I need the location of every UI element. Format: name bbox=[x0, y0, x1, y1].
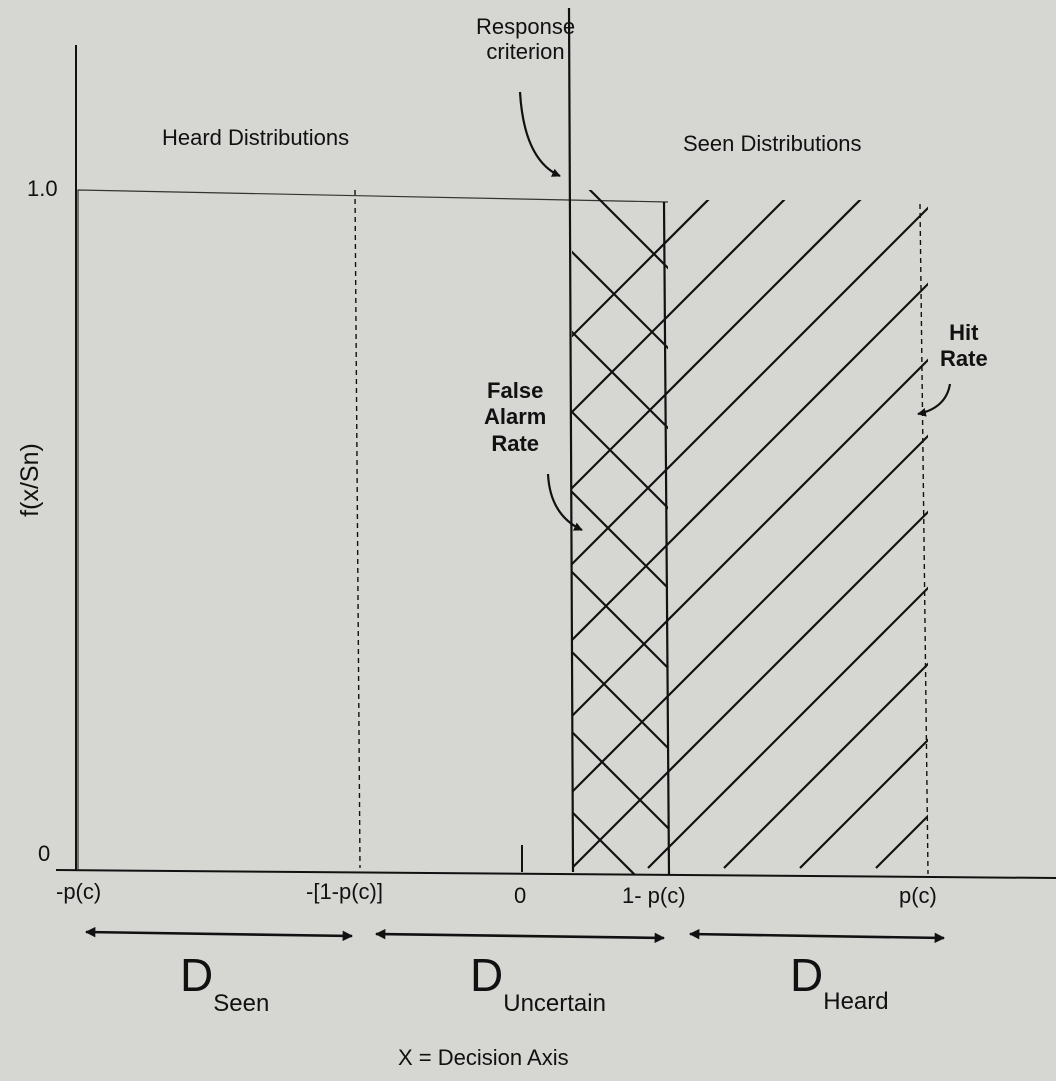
d-heard-main: D bbox=[790, 949, 824, 1001]
d-seen-sub: Seen bbox=[213, 990, 270, 1017]
heard-range-arrow bbox=[688, 928, 946, 944]
uncertain-range-arrow bbox=[374, 928, 666, 944]
response-criterion-line bbox=[567, 7, 575, 873]
d-heard-label: DHeard bbox=[790, 949, 889, 1015]
d-seen-main: D bbox=[180, 949, 214, 1001]
false-alarm-pointer-arrow bbox=[546, 473, 583, 531]
dashed-line-neg-one-minus-pc bbox=[354, 189, 361, 869]
y-axis-label: f(x/Sn) bbox=[16, 443, 44, 517]
false-alarm-line3: Rate bbox=[491, 430, 540, 456]
x-tick-one-minus-pc: 1- p(c) bbox=[622, 883, 686, 908]
criterion-pointer-arrow bbox=[518, 91, 561, 178]
x-tick-neg-pc: -p(c) bbox=[56, 879, 102, 904]
hit-rate-hatching bbox=[572, 200, 928, 869]
response-criterion-line2: criterion bbox=[486, 39, 565, 65]
hit-rate-pointer-arrow bbox=[917, 383, 952, 417]
false-alarm-line2: Alarm bbox=[484, 404, 547, 430]
x-tick-zero: 0 bbox=[514, 883, 527, 908]
d-seen-label: DSeen bbox=[180, 949, 269, 1017]
seen-range-arrow bbox=[84, 926, 354, 942]
hit-rate-line1: Hit bbox=[949, 320, 979, 345]
y-tick-top: 1.0 bbox=[27, 176, 58, 201]
seen-distributions-label: Seen Distributions bbox=[683, 131, 862, 156]
false-alarm-rate-label: False Alarm Rate bbox=[484, 378, 546, 457]
heard-distributions-label: Heard Distributions bbox=[162, 125, 350, 150]
y-tick-bottom: 0 bbox=[38, 841, 51, 866]
x-axis-title: X = Decision Axis bbox=[398, 1045, 569, 1070]
one-minus-pc-boundary bbox=[662, 201, 671, 875]
heard-distribution-outline bbox=[77, 189, 669, 870]
dashed-line-pc bbox=[919, 203, 929, 875]
d-uncertain-main: D bbox=[470, 949, 504, 1001]
x-tick-neg-one-minus-pc: -[1-p(c)] bbox=[306, 879, 383, 904]
x-tick-pc: p(c) bbox=[899, 883, 937, 908]
d-heard-sub: Heard bbox=[823, 988, 889, 1015]
false-alarm-line1: False bbox=[487, 378, 544, 403]
hit-rate-label: Hit Rate bbox=[940, 320, 988, 373]
d-uncertain-sub: Uncertain bbox=[503, 990, 606, 1017]
response-criterion-line1: Response bbox=[476, 14, 576, 39]
hit-rate-line2: Rate bbox=[940, 346, 988, 372]
d-uncertain-label: DUncertain bbox=[470, 949, 606, 1017]
x-axis-line bbox=[55, 869, 1056, 879]
false-alarm-crosshatch bbox=[572, 190, 668, 874]
response-criterion-label: Response criterion bbox=[476, 14, 575, 65]
